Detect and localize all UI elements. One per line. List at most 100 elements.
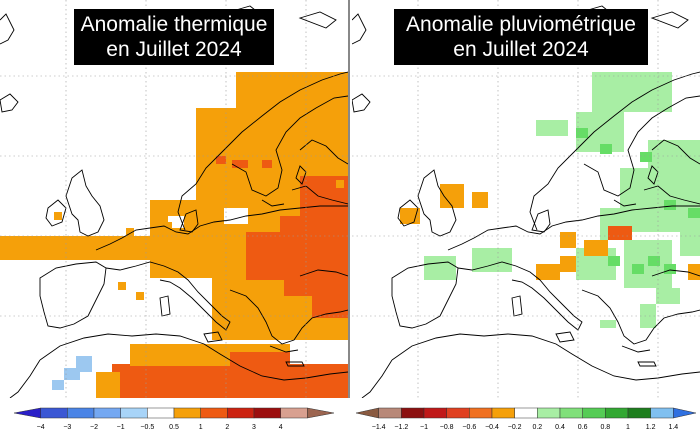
dry-anomaly-region: [608, 226, 632, 240]
legend-tick-label: −1.2: [394, 424, 408, 431]
title-line-1: Anomalie pluviométrique: [406, 13, 636, 36]
legend-swatch: [537, 407, 561, 419]
warm-anomaly-region: [96, 372, 120, 398]
legend-tick-label: −1.4: [372, 424, 386, 431]
dry-anomaly-region: [584, 240, 608, 256]
legend-tick-label: −2: [90, 424, 98, 431]
warm-anomaly-cell: [96, 240, 104, 248]
precipitation-anomaly-map: [352, 0, 700, 398]
warm-anomaly-cell: [340, 132, 348, 140]
legend-tick-label: −0.4: [485, 424, 499, 431]
legend-tick-label: −0.2: [508, 424, 522, 431]
warm-anomaly-cell: [224, 236, 232, 244]
wet-anomaly-region: [656, 288, 680, 304]
dry-anomaly-region: [536, 264, 560, 280]
strong-warm-anomaly-cell: [216, 156, 226, 164]
legend-arrow-high: [307, 407, 335, 419]
legend-swatch: [491, 407, 515, 419]
warm-anomaly-cell: [336, 180, 344, 188]
legend-tick-label: 0.5: [169, 424, 179, 431]
legend-tick-label: 2: [225, 424, 229, 431]
title-line-1: Anomalie thermique: [80, 13, 268, 36]
wet-anomaly-region: [600, 320, 616, 328]
precipitation-legend: −1.4 −1.2 −1 −0.8 −0.6 −0.4 −0.2 0.2 0.4 0.6 0.8 1 1…: [355, 407, 697, 431]
temperature-legend: −4 −3 −2 −1 −0.5 0.5 1 2 3 4: [13, 407, 335, 431]
wet-anomaly-region: [648, 140, 700, 172]
strong-warm-anomaly-region: [284, 264, 308, 296]
legend-swatch: [605, 407, 629, 419]
warm-anomaly-cell: [184, 214, 192, 222]
legend-swatch: [253, 407, 281, 419]
legend-tick-label: 3: [252, 424, 256, 431]
legend-tick-label: 1.2: [646, 424, 656, 431]
legend-swatch: [401, 407, 425, 419]
strong-wet-anomaly-cell: [640, 152, 652, 162]
strong-warm-anomaly-cell: [262, 160, 272, 168]
legend-swatch: [227, 407, 255, 419]
strong-warm-anomaly-region: [230, 352, 290, 368]
warm-anomaly-cell: [126, 228, 134, 236]
legend-swatch: [514, 407, 538, 419]
strong-wet-anomaly-cell: [664, 200, 676, 210]
legend-swatch: [423, 407, 447, 419]
warm-anomaly-cell: [54, 212, 62, 220]
strong-warm-anomaly-cell: [238, 160, 248, 168]
legend-tick-label: 1: [199, 424, 203, 431]
legend-swatch: [280, 407, 308, 419]
legend-tick-label: 4: [279, 424, 283, 431]
legend-swatch: [378, 407, 402, 419]
legend-tick-label: 1: [626, 424, 630, 431]
strong-wet-anomaly-cell: [664, 264, 676, 274]
wet-anomaly-region: [424, 256, 456, 280]
legend-tick-label: −0.8: [440, 424, 454, 431]
cold-anomaly-cell: [64, 368, 80, 380]
legend-arrow-low: [13, 407, 41, 419]
dry-anomaly-region: [560, 232, 576, 248]
strong-warm-anomaly-region: [112, 364, 348, 398]
temperature-map-title: Anomalie thermique en Juillet 2024: [74, 9, 274, 65]
warm-anomaly-cell: [136, 292, 144, 300]
legend-tick-label: −1: [420, 424, 428, 431]
warm-anomaly-cell: [164, 222, 172, 230]
legend-swatch: [120, 407, 148, 419]
strong-wet-anomaly-cell: [600, 144, 612, 154]
warm-anomaly-region: [0, 236, 168, 260]
wet-anomaly-region: [536, 120, 568, 136]
dry-anomaly-region: [688, 264, 700, 280]
precipitation-map-title: Anomalie pluviométrique en Juillet 2024: [394, 9, 648, 65]
wet-anomaly-region: [640, 304, 656, 328]
legend-tick-label: −0.6: [462, 424, 476, 431]
strong-wet-anomaly-cell: [576, 128, 588, 138]
legend-tick-label: 0.4: [555, 424, 565, 431]
strong-wet-anomaly-cell: [608, 256, 620, 266]
dry-anomaly-region: [560, 256, 576, 272]
dry-anomaly-region: [472, 192, 488, 208]
legend-arrow-high: [673, 407, 697, 419]
legend-swatch: [200, 407, 228, 419]
legend-swatch: [559, 407, 583, 419]
warm-anomaly-cell: [118, 282, 126, 290]
legend-tick-label: 1.4: [668, 424, 678, 431]
legend-tick-label: 0.8: [600, 424, 610, 431]
legend-swatch: [173, 407, 201, 419]
warm-anomaly-cell: [68, 236, 76, 244]
legend-tick-label: 0.2: [532, 424, 542, 431]
strong-wet-anomaly-cell: [632, 264, 644, 274]
legend-tick-label: −1: [117, 424, 125, 431]
cold-anomaly-cell: [52, 380, 64, 390]
legend-tick-label: 0.6: [578, 424, 588, 431]
wet-anomaly-region: [680, 232, 700, 256]
title-line-2: en Juillet 2024: [106, 38, 242, 61]
title-line-2: en Juillet 2024: [453, 38, 589, 61]
wet-anomaly-region: [620, 168, 700, 232]
legend-swatch: [582, 407, 606, 419]
legend-tick-label: −0.5: [140, 424, 154, 431]
legend-tick-label: −4: [37, 424, 45, 431]
temperature-anomaly-map: [0, 0, 348, 398]
legend-swatch: [147, 407, 175, 419]
wet-anomaly-region: [592, 72, 672, 112]
legend-swatch: [650, 407, 674, 419]
legend-swatch: [67, 407, 95, 419]
